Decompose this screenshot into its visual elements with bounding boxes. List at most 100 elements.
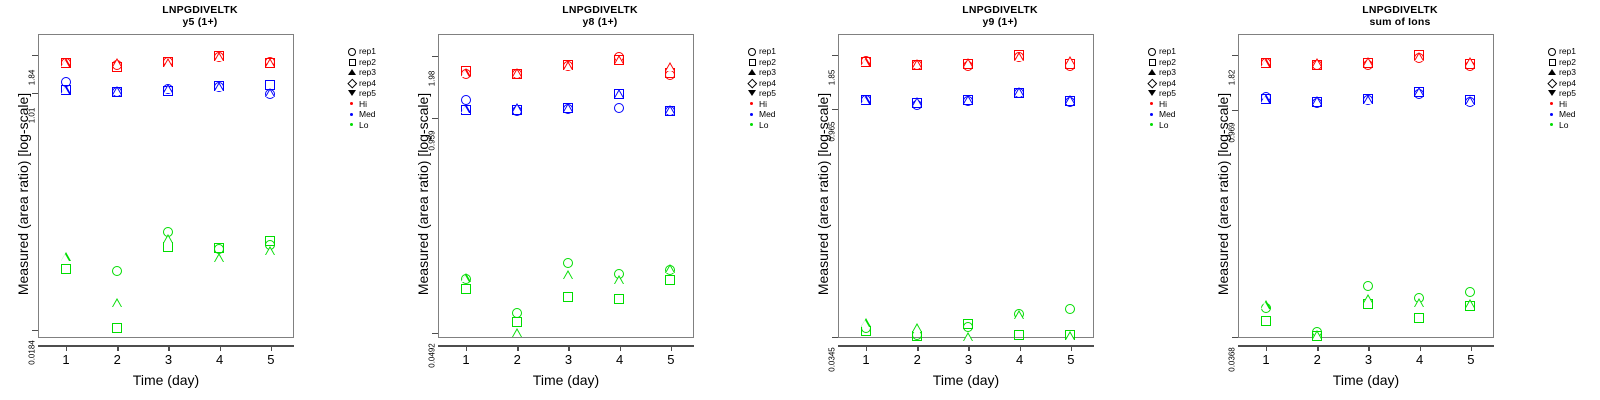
legend-item-Hi: Hi <box>346 99 400 110</box>
data-point-circle <box>265 239 276 250</box>
data-point-circle <box>911 59 922 70</box>
plot-frame <box>838 34 1094 338</box>
data-point-square <box>1414 87 1425 98</box>
data-point-circle <box>614 268 625 279</box>
legend-item-rep3: rep3 <box>746 67 800 78</box>
data-point-triangle-up <box>962 332 973 341</box>
data-point-triangle-up <box>562 61 573 71</box>
legend-symbol-triangle-down-icon <box>746 88 758 98</box>
chart-legend: rep1 rep2 rep3 rep4 rep5 Hi Med Lo <box>1546 46 1600 130</box>
data-point-triangle-up <box>1260 300 1271 310</box>
legend-item-rep3: rep3 <box>346 67 400 78</box>
data-point-square <box>911 330 922 341</box>
data-point-triangle-up <box>60 57 71 67</box>
data-point-triangle-up <box>460 68 471 78</box>
data-point-circle <box>614 51 625 62</box>
legend-label: Med <box>1159 109 1176 120</box>
x-tick-label: 5 <box>1067 352 1075 367</box>
legend-label: rep2 <box>759 56 777 67</box>
legend-item-Med: Med <box>1546 109 1600 120</box>
x-tick-label: 5 <box>267 352 275 367</box>
panel-title: LNPGDIVELTK <box>562 4 638 16</box>
plot-frame <box>438 34 694 338</box>
x-tick-label: 4 <box>216 352 224 367</box>
data-point-triangle-up <box>214 81 225 91</box>
legend-symbol-dot-icon <box>1546 120 1558 130</box>
data-point-square <box>1311 331 1322 342</box>
data-point-circle <box>163 83 174 94</box>
data-point-circle <box>1311 326 1322 337</box>
data-point-triangle-up <box>1065 330 1076 340</box>
panel-title: LNPGDIVELTK <box>162 4 238 16</box>
legend-item-rep1: rep1 <box>1146 46 1200 57</box>
legend-item-rep2: rep2 <box>1546 57 1600 68</box>
data-point-circle <box>1465 97 1476 108</box>
data-point-triangle-up <box>1311 58 1322 68</box>
data-point-triangle-up <box>1260 57 1271 67</box>
data-point-circle <box>1260 303 1271 314</box>
data-point-circle <box>860 56 871 67</box>
legend-label: Lo <box>1159 119 1169 130</box>
data-point-square <box>911 98 922 109</box>
data-point-triangle-up <box>1414 52 1425 62</box>
data-point-square <box>1465 94 1476 105</box>
x-tick-mark <box>619 345 622 351</box>
data-point-circle <box>1363 59 1374 70</box>
x-tick-label: 3 <box>164 352 173 367</box>
data-point-circle <box>1311 60 1322 71</box>
data-point-square <box>60 58 71 69</box>
legend-symbol-triangle-down-icon <box>1546 88 1558 98</box>
data-point-circle <box>1311 98 1322 109</box>
legend-item-rep5: rep5 <box>1146 88 1200 99</box>
data-point-triangle-up <box>265 246 276 256</box>
x-axis-line <box>438 345 694 347</box>
legend-symbol-square-icon <box>1546 57 1558 67</box>
data-layer <box>800 0 1200 400</box>
legend-symbol-dot-icon <box>746 120 758 130</box>
legend-symbol-circle-icon <box>1146 46 1158 56</box>
data-point-triangle-up <box>962 94 973 104</box>
x-tick-label: 4 <box>1016 352 1024 367</box>
data-point-square <box>963 318 974 329</box>
legend-label: rep3 <box>1559 67 1577 78</box>
x-tick-label: 1 <box>862 352 870 367</box>
panel-subtitle: sum of Ions <box>1369 16 1431 29</box>
data-point-circle <box>1465 61 1476 72</box>
y-tick-mark <box>432 118 438 120</box>
panel-subtitle: y5 (1+) <box>182 16 218 29</box>
data-point-square <box>265 236 276 247</box>
chart-panel-2: LNPGDIVELTK y8 (1+) Measured (area ratio) … <box>400 0 800 400</box>
legend-label: rep4 <box>1159 77 1177 88</box>
data-point-triangle-up <box>1414 87 1425 97</box>
data-point-circle <box>1363 281 1374 292</box>
legend-symbol-diamond-icon <box>746 78 758 88</box>
y-tick-mark <box>432 333 438 335</box>
legend-item-Lo: Lo <box>346 120 400 131</box>
legend-item-Lo: Lo <box>1146 120 1200 131</box>
legend-label: Med <box>759 109 776 120</box>
data-point-triangle-up <box>111 297 122 307</box>
data-point-circle <box>911 99 922 110</box>
legend-label: rep1 <box>1159 46 1177 57</box>
data-point-triangle-up <box>911 58 922 68</box>
data-point-triangle-up <box>265 57 276 67</box>
data-point-square <box>860 325 871 336</box>
data-point-circle <box>511 69 522 79</box>
data-point-triangle-up <box>665 263 676 273</box>
data-point-square <box>1465 301 1476 312</box>
data-point-square <box>665 105 676 116</box>
legend-label: rep1 <box>1559 46 1577 57</box>
data-point-circle <box>1014 309 1025 319</box>
panel-title-block: LNPGDIVELTK y8 (1+) <box>400 4 800 29</box>
data-point-triangle-up <box>162 234 173 244</box>
legend-symbol-triangle-up-icon <box>346 67 358 77</box>
legend-label: rep3 <box>759 67 777 78</box>
legend-item-Hi: Hi <box>1146 99 1200 110</box>
data-point-triangle-up <box>162 57 173 67</box>
data-point-triangle-up <box>1065 56 1076 66</box>
legend-label: Hi <box>359 98 368 109</box>
data-point-triangle-up <box>1465 57 1476 67</box>
legend-item-Lo: Lo <box>746 120 800 131</box>
data-point-square <box>860 95 871 105</box>
x-tick-mark <box>168 345 170 351</box>
